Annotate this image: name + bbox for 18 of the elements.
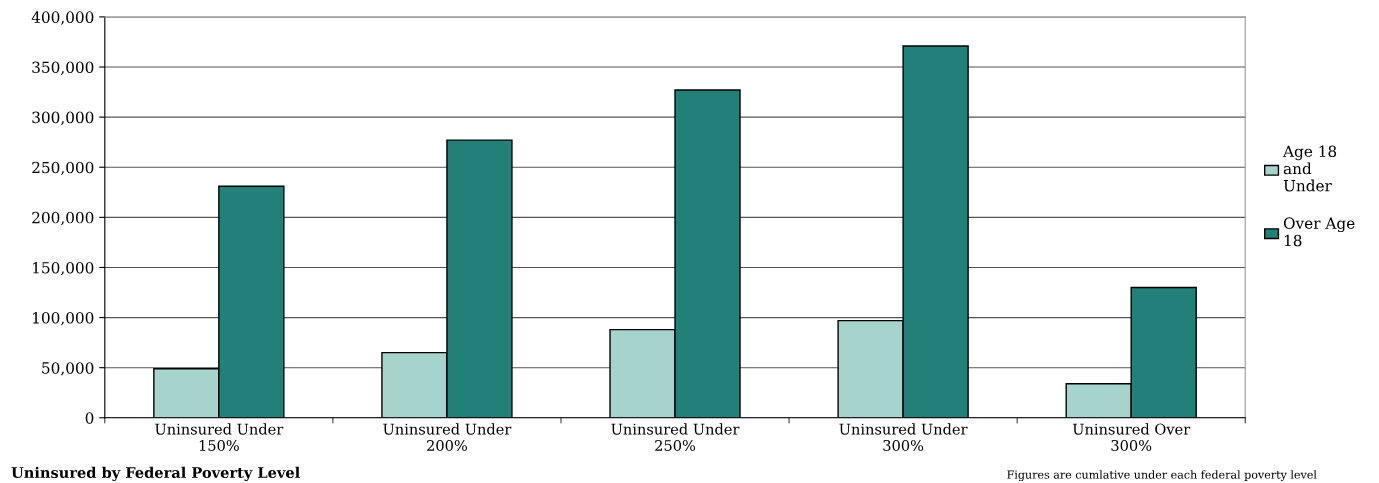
x-tick-label: Uninsured Under 150% xyxy=(155,423,284,451)
legend-label: Over Age 18 xyxy=(1283,217,1355,247)
text: Uninsured by Federal Poverty Level xyxy=(11,466,300,482)
x-tick-label: Uninsured Under 300% xyxy=(839,423,968,451)
y-tick-label: 250,000 xyxy=(32,161,94,176)
x-tick-label: Uninsured Under 200% xyxy=(383,423,512,451)
y-tick-label: 400,000 xyxy=(31,11,94,25)
y-tick-label: 200,000 xyxy=(32,211,94,226)
y-tick-label: 350,000 xyxy=(32,61,94,75)
y-tick-label: 300,000 xyxy=(32,111,94,126)
y-tick-label: 0 xyxy=(85,412,94,424)
y-tick-label: 100,000 xyxy=(33,312,94,326)
y-tick-label: 50,000 xyxy=(42,362,94,376)
legend-label: Age 18 and Under xyxy=(1282,145,1337,192)
x-tick-label: Uninsured Over 300% xyxy=(1072,423,1191,451)
x-tick-label: Uninsured Under 250% xyxy=(611,423,740,451)
y-tick-label: 150,000 xyxy=(33,261,94,276)
text: Figures are cumlative under each federal poverty level xyxy=(1007,470,1317,482)
